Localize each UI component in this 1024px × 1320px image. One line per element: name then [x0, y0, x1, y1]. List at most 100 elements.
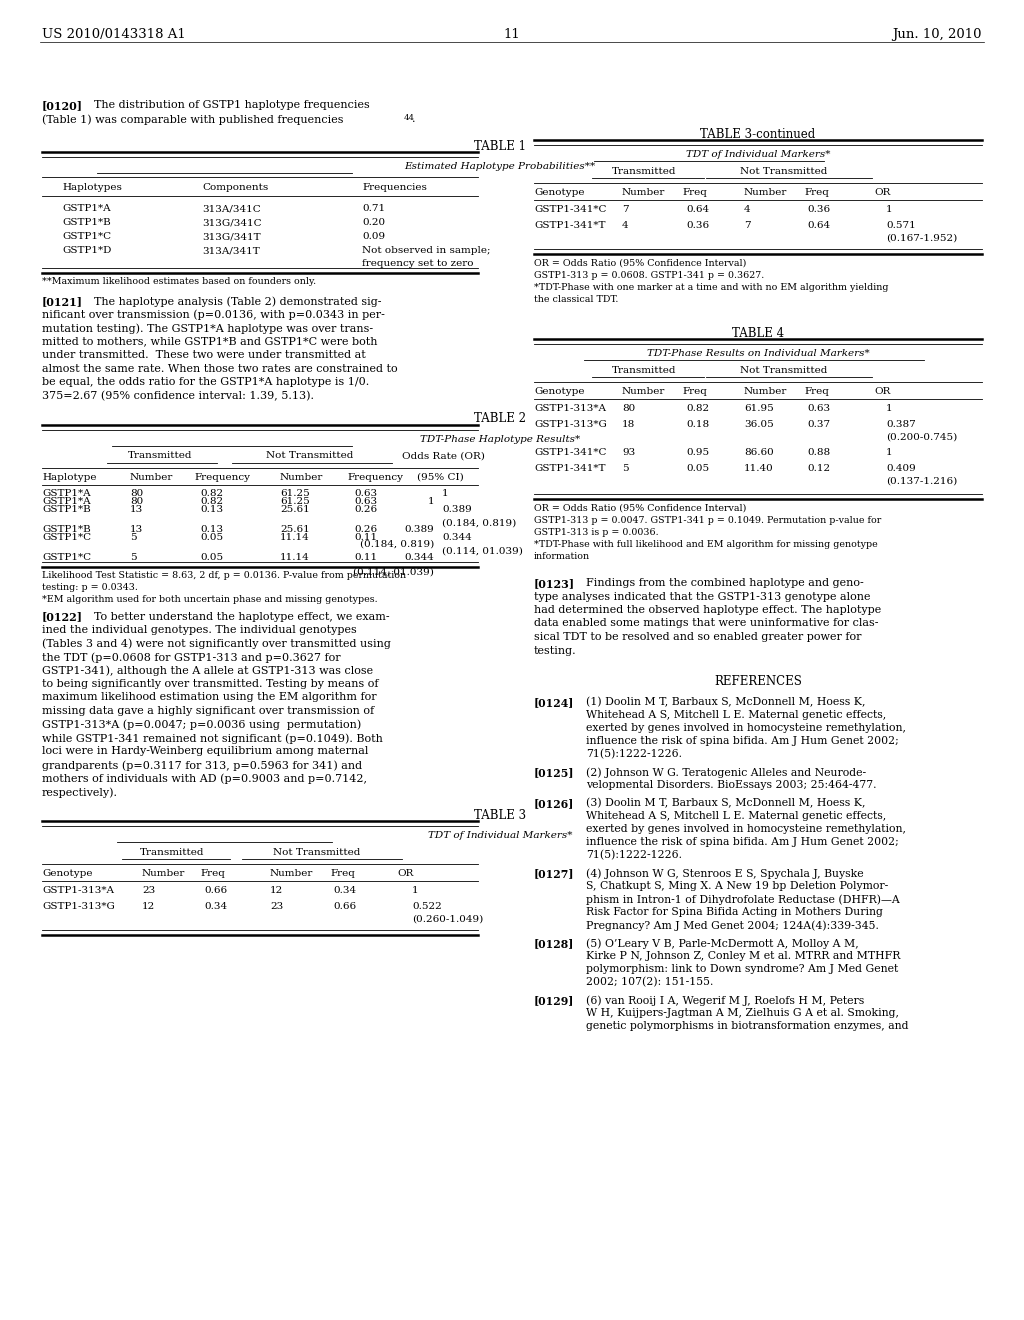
- Text: 375=2.67 (95% confidence interval: 1.39, 5.13).: 375=2.67 (95% confidence interval: 1.39,…: [42, 391, 314, 401]
- Text: Estimated Haplotype Probabilities**: Estimated Haplotype Probabilities**: [404, 162, 596, 172]
- Text: [0128]: [0128]: [534, 939, 574, 949]
- Text: exerted by genes involved in homocysteine remethylation,: exerted by genes involved in homocystein…: [586, 824, 906, 834]
- Text: 36.05: 36.05: [744, 420, 774, 429]
- Text: 0.18: 0.18: [686, 420, 710, 429]
- Text: 0.05: 0.05: [200, 533, 223, 543]
- Text: The haplotype analysis (Table 2) demonstrated sig-: The haplotype analysis (Table 2) demonst…: [94, 296, 382, 306]
- Text: (0.184, 0.819): (0.184, 0.819): [442, 519, 516, 528]
- Text: information: information: [534, 552, 590, 561]
- Text: be equal, the odds ratio for the GSTP1*A haplotype is 1/0.: be equal, the odds ratio for the GSTP1*A…: [42, 378, 370, 387]
- Text: 0.88: 0.88: [807, 447, 830, 457]
- Text: grandparents (p=0.3117 for 313, p=0.5963 for 341) and: grandparents (p=0.3117 for 313, p=0.5963…: [42, 760, 362, 771]
- Text: GSTP1-313*A: GSTP1-313*A: [534, 404, 606, 413]
- Text: GSTP1-313*A (p=0.0047; p=0.0036 using  permutation): GSTP1-313*A (p=0.0047; p=0.0036 using pe…: [42, 719, 361, 730]
- Text: polymorphism: link to Down syndrome? Am J Med Genet: polymorphism: link to Down syndrome? Am …: [586, 964, 898, 974]
- Text: 7: 7: [622, 205, 629, 214]
- Text: Likelihood Test Statistic = 8.63, 2 df, p = 0.0136. P-value from permutation: Likelihood Test Statistic = 8.63, 2 df, …: [42, 572, 407, 581]
- Text: Transmitted: Transmitted: [611, 366, 676, 375]
- Text: 313A/341T: 313A/341T: [202, 246, 260, 255]
- Text: had determined the observed haplotype effect. The haplotype: had determined the observed haplotype ef…: [534, 605, 882, 615]
- Text: [0125]: [0125]: [534, 767, 574, 777]
- Text: GSTP1*B: GSTP1*B: [42, 525, 91, 535]
- Text: Number: Number: [270, 869, 313, 878]
- Text: 0.82: 0.82: [200, 490, 223, 499]
- Text: 0.36: 0.36: [807, 205, 830, 214]
- Text: REFERENCES: REFERENCES: [714, 675, 802, 688]
- Text: Number: Number: [622, 387, 666, 396]
- Text: Haplotypes: Haplotypes: [62, 183, 122, 191]
- Text: genetic polymorphisms in biotransformation enzymes, and: genetic polymorphisms in biotransformati…: [586, 1020, 908, 1031]
- Text: Risk Factor for Spina Bifida Acting in Mothers During: Risk Factor for Spina Bifida Acting in M…: [586, 907, 883, 917]
- Text: (0.167-1.952): (0.167-1.952): [886, 234, 957, 243]
- Text: 71(5):1222-1226.: 71(5):1222-1226.: [586, 748, 682, 759]
- Text: exerted by genes involved in homocysteine remethylation,: exerted by genes involved in homocystein…: [586, 723, 906, 733]
- Text: while GSTP1-341 remained not significant (p=0.1049). Both: while GSTP1-341 remained not significant…: [42, 733, 383, 743]
- Text: Frequencies: Frequencies: [362, 183, 427, 191]
- Text: Number: Number: [622, 187, 666, 197]
- Text: GSTP1*D: GSTP1*D: [62, 246, 112, 255]
- Text: GSTP1-341*C: GSTP1-341*C: [534, 205, 606, 214]
- Text: Genotype: Genotype: [534, 187, 585, 197]
- Text: Frequency: Frequency: [194, 473, 250, 482]
- Text: 0.82: 0.82: [200, 498, 223, 507]
- Text: 13: 13: [130, 525, 143, 535]
- Text: GSTP1*C: GSTP1*C: [62, 232, 112, 242]
- Text: (1) Doolin M T, Barbaux S, McDonnell M, Hoess K,: (1) Doolin M T, Barbaux S, McDonnell M, …: [586, 697, 865, 708]
- Text: 0.389: 0.389: [442, 506, 472, 515]
- Text: 4: 4: [622, 220, 629, 230]
- Text: 61.95: 61.95: [744, 404, 774, 413]
- Text: 80: 80: [130, 498, 143, 507]
- Text: The distribution of GSTP1 haplotype frequencies: The distribution of GSTP1 haplotype freq…: [94, 100, 370, 110]
- Text: Not Transmitted: Not Transmitted: [266, 451, 353, 461]
- Text: frequency set to zero: frequency set to zero: [362, 259, 473, 268]
- Text: 0.11: 0.11: [354, 533, 377, 543]
- Text: Transmitted: Transmitted: [611, 168, 676, 176]
- Text: GSTP1-341*C: GSTP1-341*C: [534, 447, 606, 457]
- Text: ined the individual genotypes. The individual genotypes: ined the individual genotypes. The indiv…: [42, 624, 356, 635]
- Text: 0.571: 0.571: [886, 220, 915, 230]
- Text: (Table 1) was comparable with published frequencies: (Table 1) was comparable with published …: [42, 114, 343, 124]
- Text: velopmental Disorders. BioEssays 2003; 25:464-477.: velopmental Disorders. BioEssays 2003; 2…: [586, 780, 877, 789]
- Text: OR: OR: [874, 387, 891, 396]
- Text: 11.14: 11.14: [280, 533, 309, 543]
- Text: 0.63: 0.63: [354, 490, 377, 499]
- Text: Number: Number: [142, 869, 185, 878]
- Text: 0.34: 0.34: [333, 886, 356, 895]
- Text: TDT of Individual Markers*: TDT of Individual Markers*: [686, 150, 830, 158]
- Text: 0.344: 0.344: [404, 553, 434, 562]
- Text: (4) Johnson W G, Stenroos E S, Spychala J, Buyske: (4) Johnson W G, Stenroos E S, Spychala …: [586, 869, 863, 879]
- Text: 86.60: 86.60: [744, 447, 774, 457]
- Text: [0127]: [0127]: [534, 869, 574, 879]
- Text: Components: Components: [202, 183, 268, 191]
- Text: nificant over transmission (p=0.0136, with p=0.0343 in per-: nificant over transmission (p=0.0136, wi…: [42, 309, 385, 319]
- Text: 12: 12: [270, 886, 284, 895]
- Text: Jun. 10, 2010: Jun. 10, 2010: [893, 28, 982, 41]
- Text: Findings from the combined haplotype and geno-: Findings from the combined haplotype and…: [586, 578, 864, 587]
- Text: 0.13: 0.13: [200, 506, 223, 515]
- Text: GSTP1*A: GSTP1*A: [42, 498, 91, 507]
- Text: the classical TDT.: the classical TDT.: [534, 294, 618, 304]
- Text: Transmitted: Transmitted: [128, 451, 193, 461]
- Text: 18: 18: [622, 420, 635, 429]
- Text: Number: Number: [280, 473, 324, 482]
- Text: the TDT (p=0.0608 for GSTP1-313 and p=0.3627 for: the TDT (p=0.0608 for GSTP1-313 and p=0.…: [42, 652, 341, 663]
- Text: (6) van Rooij I A, Wegerif M J, Roelofs H M, Peters: (6) van Rooij I A, Wegerif M J, Roelofs …: [586, 995, 864, 1006]
- Text: 0.409: 0.409: [886, 465, 915, 473]
- Text: GSTP1*B: GSTP1*B: [62, 218, 111, 227]
- Text: OR = Odds Ratio (95% Confidence Interval): OR = Odds Ratio (95% Confidence Interval…: [534, 504, 746, 513]
- Text: US 2010/0143318 A1: US 2010/0143318 A1: [42, 28, 185, 41]
- Text: Not Transmitted: Not Transmitted: [740, 168, 827, 176]
- Text: 0.66: 0.66: [333, 902, 356, 911]
- Text: (0.200-0.745): (0.200-0.745): [886, 433, 957, 442]
- Text: 0.71: 0.71: [362, 205, 385, 213]
- Text: 0.82: 0.82: [686, 404, 710, 413]
- Text: 4: 4: [744, 205, 751, 214]
- Text: To better understand the haplotype effect, we exam-: To better understand the haplotype effec…: [94, 611, 389, 622]
- Text: 0.05: 0.05: [686, 465, 710, 473]
- Text: influence the risk of spina bifida. Am J Hum Genet 2002;: influence the risk of spina bifida. Am J…: [586, 837, 899, 847]
- Text: GSTP1*C: GSTP1*C: [42, 533, 91, 543]
- Text: OR: OR: [397, 869, 414, 878]
- Text: 12: 12: [142, 902, 156, 911]
- Text: [0121]: [0121]: [42, 296, 83, 308]
- Text: Haplotype: Haplotype: [42, 473, 96, 482]
